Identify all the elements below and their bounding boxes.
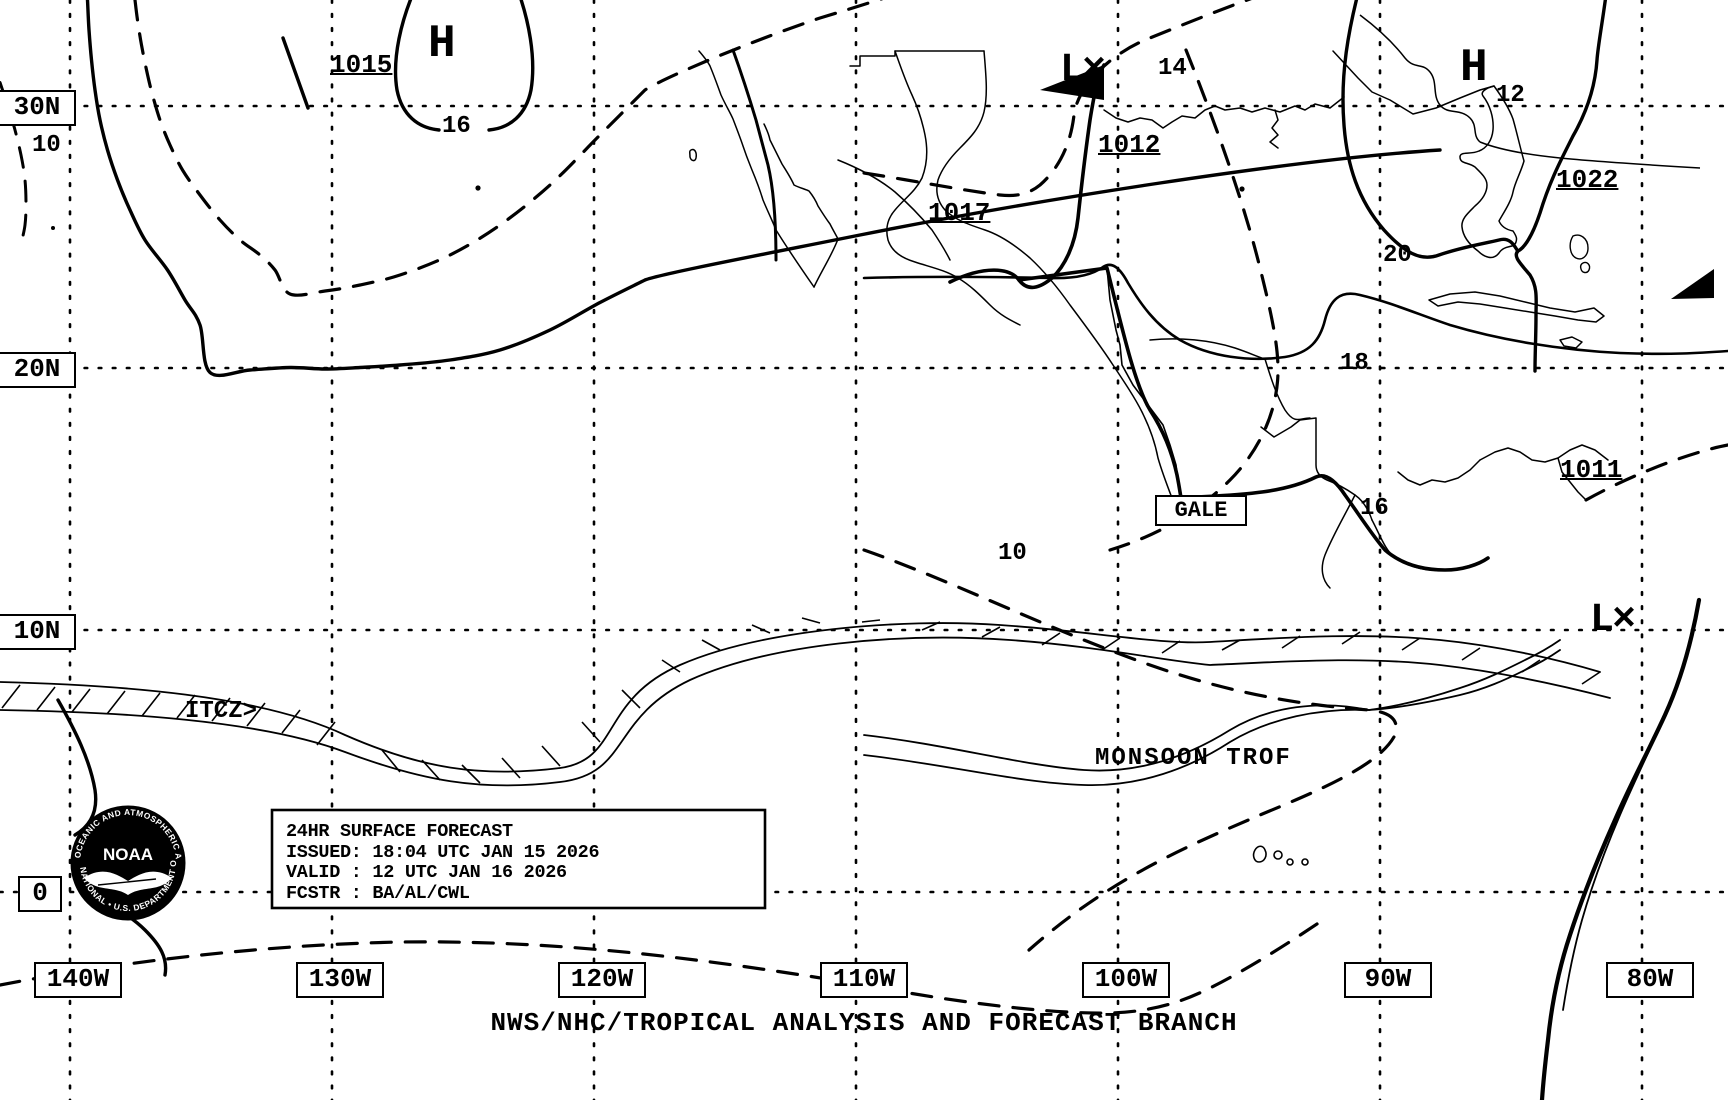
svg-text:NOAA: NOAA xyxy=(103,845,153,864)
